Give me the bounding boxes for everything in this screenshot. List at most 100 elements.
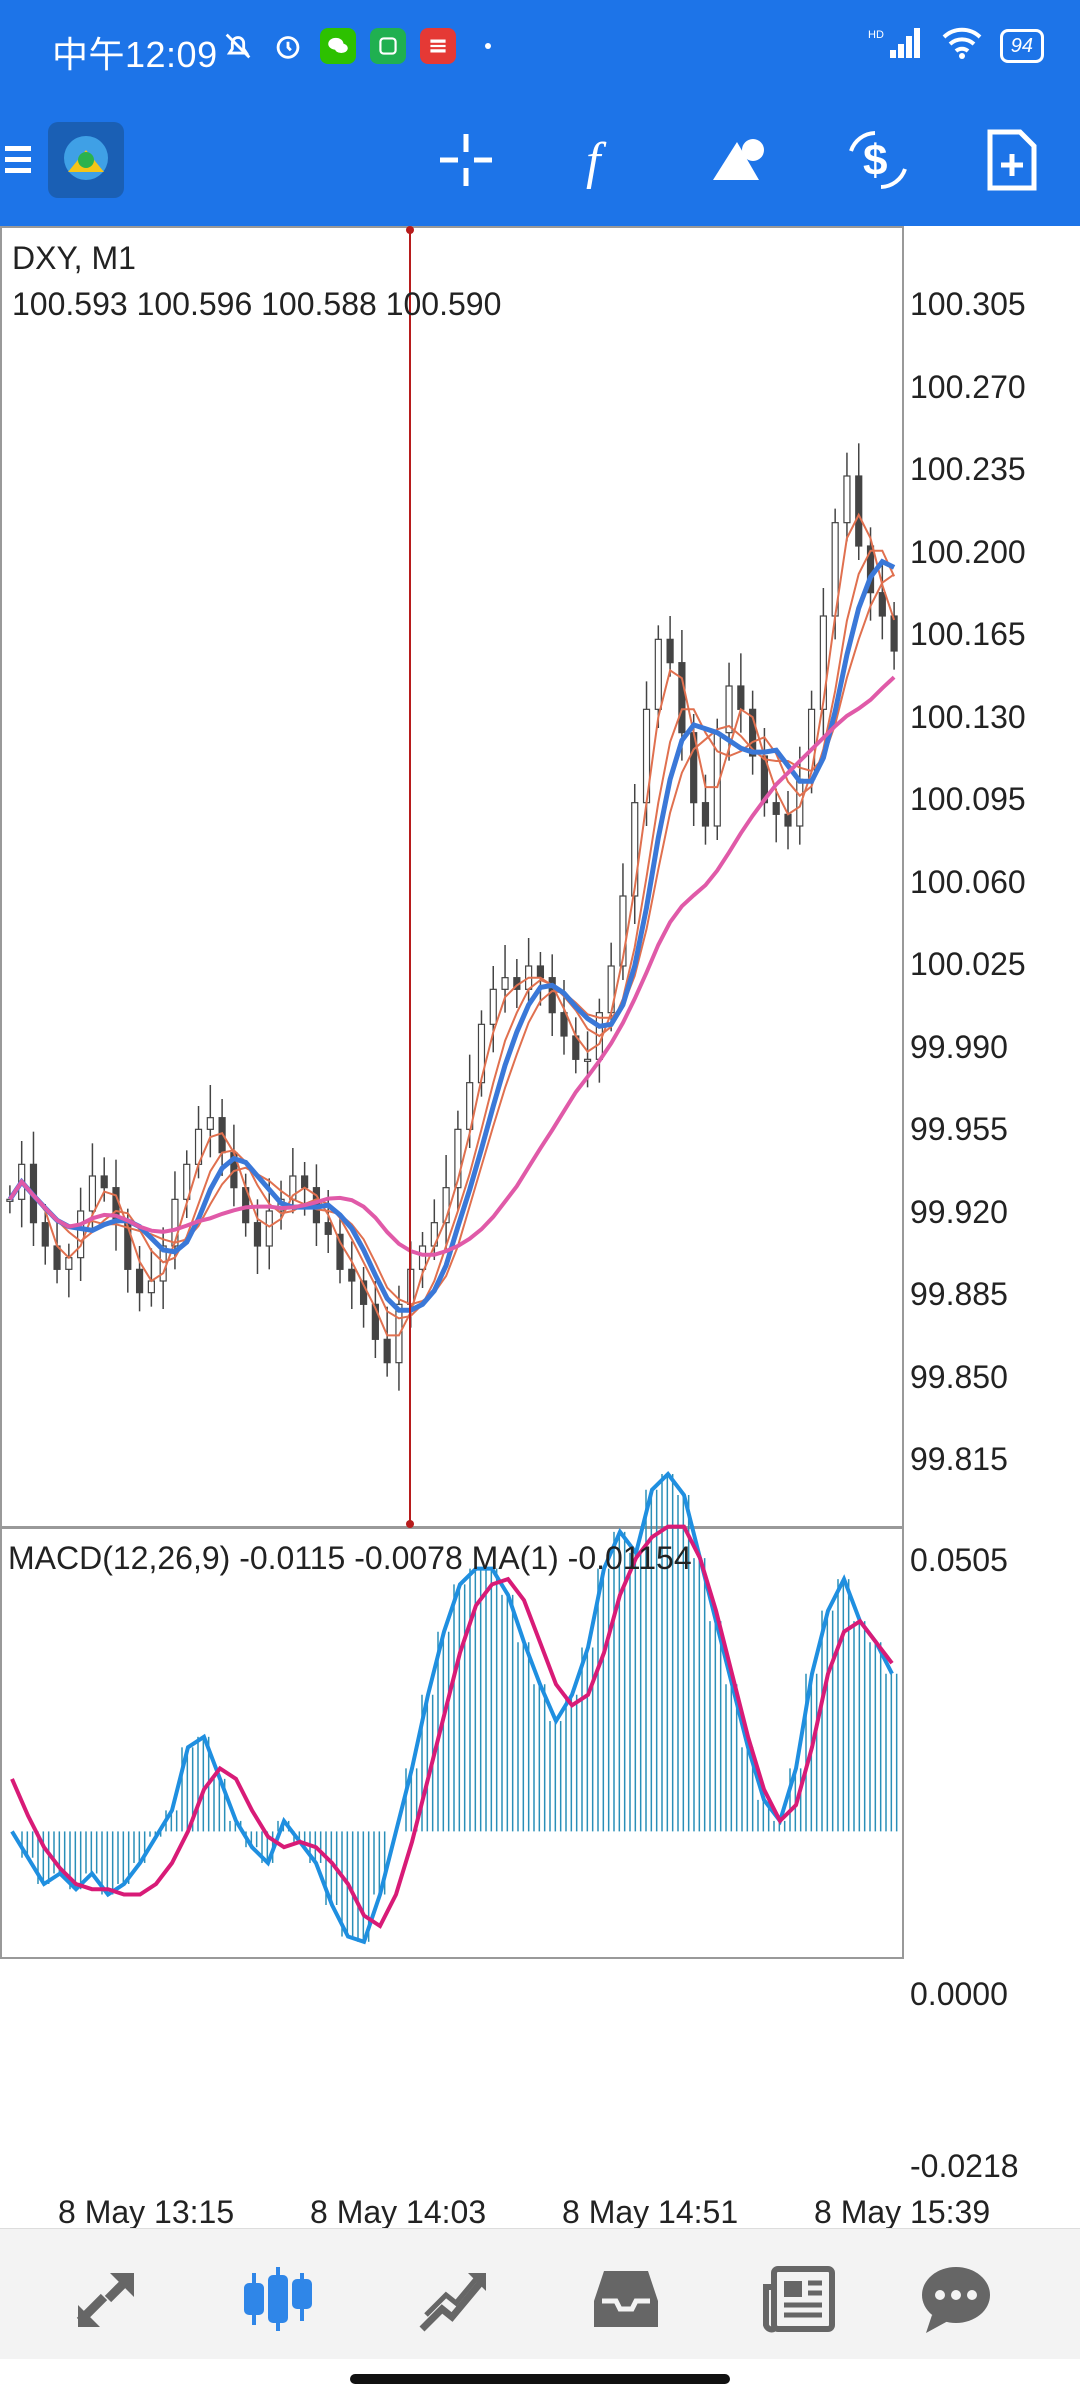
candle — [135, 1246, 144, 1312]
candle — [819, 588, 827, 738]
candle — [371, 1281, 379, 1358]
time-tick-label: 8 May 15:39 — [814, 2194, 991, 2230]
price-tick-label: 100.025 — [910, 946, 1026, 982]
price-tick-label: 99.850 — [910, 1358, 1008, 1395]
dot-icon — [470, 28, 506, 64]
crosshair-icon[interactable] — [424, 118, 508, 202]
home-indicator[interactable] — [350, 2374, 730, 2384]
status-bar: 中午12:09 HD 94 — [0, 0, 1080, 96]
nav-history[interactable] — [576, 2249, 676, 2349]
signal-line — [10, 1524, 894, 1929]
candles — [6, 443, 898, 1391]
price-tick-label: 100.200 — [910, 533, 1026, 570]
candle — [878, 564, 886, 640]
candle — [253, 1199, 262, 1274]
candle — [890, 602, 898, 670]
status-time: 中午12:09 — [52, 34, 218, 75]
price-tick-label: 100.060 — [910, 863, 1026, 900]
price-tick-label: 100.270 — [910, 368, 1026, 405]
macd-tick-label: 0.0505 — [910, 1542, 1008, 1578]
candle — [348, 1241, 356, 1309]
bottom-navigation — [0, 2228, 1080, 2359]
candle — [489, 966, 497, 1053]
candle — [265, 1178, 273, 1270]
candle — [548, 954, 556, 1036]
ma-line-fast-3 — [9, 573, 895, 1306]
candle — [100, 1157, 108, 1202]
price-tick-label: 100.165 — [910, 616, 1026, 652]
candle — [442, 1155, 450, 1251]
time-tick-label: 8 May 14:03 — [310, 2194, 487, 2230]
crosshair-bottom-handle[interactable] — [406, 1520, 414, 1528]
candle — [336, 1215, 344, 1284]
app-icon — [370, 28, 406, 64]
chart-canvas[interactable] — [0, 226, 1080, 2186]
candle — [418, 1232, 427, 1288]
candle — [454, 1110, 462, 1211]
ma-line-fast-1 — [9, 512, 896, 1337]
price-tick-label: 99.815 — [910, 1441, 1008, 1477]
time-tick-label: 8 May 13:15 — [58, 2194, 235, 2230]
battery-indicator: 94 — [999, 28, 1044, 63]
status-icons — [220, 28, 506, 64]
candle — [654, 625, 662, 728]
toutiao-icon — [420, 28, 456, 64]
signal-icon: HD — [868, 26, 924, 65]
macd-tick-label: 0.0000 — [910, 1976, 1008, 2012]
candle — [183, 1150, 191, 1218]
macd-label: MACD(12,26,9) -0.0115 -0.0078 MA(1) -0.0… — [8, 1540, 692, 1576]
trade-trend-icon — [419, 2273, 486, 2332]
svg-text:$: $ — [863, 136, 887, 185]
candle — [631, 784, 639, 924]
status-right: HD 94 — [868, 26, 1044, 65]
new-document-icon[interactable] — [970, 118, 1054, 202]
candle — [749, 690, 757, 775]
ma-line-blue — [7, 558, 896, 1313]
chart-area[interactable]: DXY, M1 100.593 100.596 100.588 100.590 … — [0, 226, 1080, 2230]
candle — [843, 452, 851, 542]
nav-chart[interactable] — [228, 2249, 328, 2349]
dollar-swap-icon[interactable]: $ — [836, 118, 920, 202]
candle — [666, 616, 674, 677]
nav-news[interactable] — [750, 2249, 850, 2349]
ma-line-slow — [8, 675, 896, 1257]
price-tick-label: 99.955 — [910, 1111, 1008, 1147]
chat-icon — [922, 2267, 990, 2333]
macd-line — [10, 1470, 894, 1945]
macd-tick-label: -0.0218 — [910, 2148, 1019, 2184]
candle — [206, 1085, 214, 1158]
candle — [725, 662, 733, 761]
candle — [855, 443, 863, 560]
quotes-arrows-icon — [76, 2273, 134, 2327]
nav-quotes[interactable] — [56, 2249, 156, 2349]
metatrader-logo[interactable] — [44, 118, 128, 202]
crosshair-top-handle[interactable] — [406, 226, 414, 234]
nav-messages[interactable] — [906, 2249, 1006, 2349]
candle — [77, 1187, 85, 1281]
nav-trade[interactable] — [402, 2249, 502, 2349]
menu-icon[interactable] — [0, 118, 40, 202]
ma-line-fast-2 — [9, 549, 896, 1320]
time-tick-label: 8 May 14:51 — [562, 2194, 739, 2230]
moving-averages — [7, 512, 896, 1337]
price-tick-label: 99.885 — [910, 1276, 1008, 1312]
price-tick-label: 100.095 — [910, 781, 1026, 817]
function-icon[interactable]: f — [560, 118, 644, 202]
candle — [772, 788, 780, 843]
toolbar: f $ — [0, 96, 1080, 226]
price-tick-label: 100.130 — [910, 698, 1026, 735]
shapes-icon[interactable] — [698, 118, 782, 202]
wechat-icon — [320, 28, 356, 64]
candle — [383, 1306, 391, 1377]
bell-off-icon — [220, 28, 256, 64]
price-tick-label: 99.990 — [910, 1028, 1008, 1065]
svg-text:HD: HD — [868, 29, 884, 41]
ohlc-readout: 100.593 100.596 100.588 100.590 — [12, 286, 502, 322]
candlestick-icon — [244, 2267, 312, 2331]
svg-text:f: f — [586, 133, 607, 190]
price-tick-label: 100.305 — [910, 286, 1026, 322]
wifi-icon — [942, 27, 982, 64]
price-tick-label: 99.920 — [910, 1193, 1008, 1230]
news-icon — [763, 2266, 835, 2333]
alarm-icon — [270, 28, 306, 64]
